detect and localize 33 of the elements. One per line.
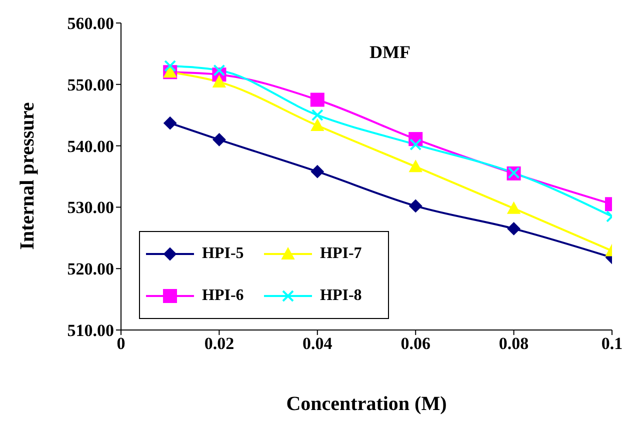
x-axis-title: Concentration (M) [286,393,447,415]
y-tick-label: 560.00 [67,14,114,34]
point [212,75,226,88]
point [409,199,422,212]
x-tick-label: 0.1 [601,334,623,354]
x-tick-label: 0 [116,334,126,354]
point [310,119,324,132]
point [311,109,324,122]
point [212,133,226,146]
y-axis-title: Internal pressure [16,102,40,250]
x-tick-label: 0.02 [204,334,234,354]
point [409,160,422,172]
point [310,92,324,107]
y-tick-label: 520.00 [67,260,114,279]
point [507,222,520,236]
y-tick-label: 530.00 [67,198,114,218]
text: DMF [368,42,412,63]
legend-label: HPI-5 [202,245,244,263]
legend-label: HPI-6 [202,287,244,305]
point [310,165,324,178]
x-tick-label: 0.04 [302,334,333,354]
y-tick-label: 540.00 [67,136,114,156]
x-tick-label: 0.06 [400,334,430,354]
point [410,138,422,151]
legend-label: HPI-8 [320,287,362,305]
point [213,64,226,76]
y-tick-label: 510.00 [67,321,114,340]
legend-label: HPI-7 [320,245,362,263]
x-tick-label: 0.08 [498,334,529,354]
point [164,116,177,130]
y-tick-label: 550.00 [67,75,114,94]
point [164,60,176,72]
point [507,202,520,214]
